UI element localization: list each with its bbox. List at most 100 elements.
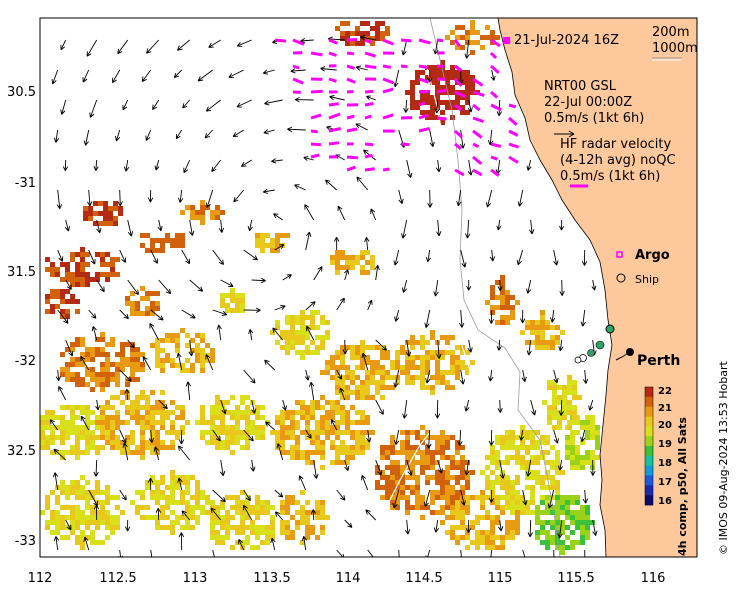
model-current-arrow bbox=[264, 359, 276, 371]
sst-pixel bbox=[450, 500, 455, 505]
sst-pixel bbox=[295, 520, 300, 525]
colorbar-frame bbox=[644, 386, 654, 506]
model-current-arrow bbox=[516, 249, 524, 266]
sst-pixel bbox=[567, 400, 572, 405]
sst-pixel bbox=[145, 306, 150, 311]
sst-pixel bbox=[310, 340, 315, 345]
sst-pixel bbox=[345, 385, 350, 390]
sst-pixel bbox=[160, 480, 165, 485]
sst-pixel bbox=[552, 415, 557, 420]
sst-pixel bbox=[210, 440, 215, 445]
sst-pixel bbox=[465, 510, 470, 515]
sst-pixel bbox=[525, 505, 530, 510]
sst-pixel bbox=[75, 430, 80, 435]
sst-pixel bbox=[315, 400, 320, 405]
sst-pixel bbox=[235, 510, 240, 515]
sst-pixel bbox=[475, 40, 480, 45]
sst-pixel bbox=[330, 400, 335, 405]
sst-pixel bbox=[520, 330, 525, 335]
sst-pixel bbox=[190, 515, 195, 520]
model-current-arrow bbox=[60, 39, 67, 51]
sst-pixel bbox=[320, 500, 325, 505]
sst-pixel bbox=[130, 301, 135, 306]
model-current-arrow bbox=[197, 69, 213, 82]
sst-pixel bbox=[375, 485, 380, 490]
sst-pixel bbox=[265, 505, 270, 510]
sst-pixel bbox=[275, 440, 280, 445]
sst-pixel bbox=[45, 410, 50, 415]
sst-pixel bbox=[455, 465, 460, 470]
sst-pixel bbox=[375, 365, 380, 370]
sst-pixel bbox=[525, 325, 530, 330]
sst-pixel bbox=[155, 450, 160, 455]
sst-pixel bbox=[380, 455, 385, 460]
model-current-arrow bbox=[270, 537, 276, 551]
sst-pixel bbox=[365, 420, 370, 425]
sst-pixel bbox=[345, 255, 350, 260]
sst-pixel bbox=[335, 455, 340, 460]
model-current-arrow bbox=[464, 219, 471, 239]
sst-pixel bbox=[275, 430, 280, 435]
sst-pixel bbox=[240, 445, 245, 450]
sst-pixel bbox=[155, 301, 160, 306]
sst-pixel bbox=[145, 505, 150, 510]
sst-pixel bbox=[80, 352, 85, 357]
sst-pixel bbox=[395, 475, 400, 480]
sst-pixel bbox=[35, 430, 40, 435]
sst-pixel bbox=[465, 70, 470, 75]
sst-pixel bbox=[175, 348, 180, 353]
sst-pixel bbox=[545, 460, 550, 465]
sst-pixel bbox=[245, 535, 250, 540]
sst-pixel bbox=[180, 490, 185, 495]
hf-radar-arrow bbox=[418, 126, 431, 133]
sst-pixel bbox=[405, 450, 410, 455]
sst-pixel bbox=[70, 405, 75, 410]
sst-pixel bbox=[60, 505, 65, 510]
sst-pixel bbox=[175, 338, 180, 343]
sst-pixel bbox=[365, 21, 370, 26]
sst-pixel bbox=[540, 495, 545, 500]
sst-pixel bbox=[225, 525, 230, 530]
sst-pixel bbox=[500, 315, 505, 320]
sst-pixel bbox=[550, 510, 555, 515]
sst-pixel bbox=[500, 445, 505, 450]
sst-pixel bbox=[440, 440, 445, 445]
sst-pixel bbox=[135, 450, 140, 455]
sst-pixel bbox=[445, 80, 450, 85]
sst-pixel bbox=[440, 75, 445, 80]
sst-pixel bbox=[95, 372, 100, 377]
sst-pixel bbox=[150, 495, 155, 500]
sst-pixel bbox=[160, 510, 165, 515]
sst-pixel bbox=[235, 435, 240, 440]
sst-pixel bbox=[490, 445, 495, 450]
sst-pixel bbox=[570, 495, 575, 500]
sst-pixel bbox=[315, 510, 320, 515]
sst-pixel bbox=[135, 490, 140, 495]
model-current-arrow bbox=[467, 99, 473, 113]
sst-pixel bbox=[470, 25, 475, 30]
sst-pixel bbox=[410, 490, 415, 495]
sst-pixel bbox=[135, 347, 140, 352]
sst-pixel bbox=[395, 355, 400, 360]
sst-pixel bbox=[70, 505, 75, 510]
sst-pixel bbox=[90, 410, 95, 415]
sst-pixel bbox=[565, 525, 570, 530]
sst-pixel bbox=[485, 35, 490, 40]
sst-pixel bbox=[570, 500, 575, 505]
sst-pixel bbox=[225, 495, 230, 500]
sst-pixel bbox=[60, 515, 65, 520]
sst-pixel bbox=[515, 435, 520, 440]
sst-pixel bbox=[495, 305, 500, 310]
sst-pixel bbox=[465, 525, 470, 530]
sst-pixel bbox=[160, 363, 165, 368]
sst-pixel bbox=[150, 415, 155, 420]
sst-pixel bbox=[370, 26, 375, 31]
model-current-arrow bbox=[88, 309, 97, 319]
sst-pixel bbox=[113, 221, 118, 226]
sst-pixel bbox=[340, 355, 345, 360]
model-current-arrow bbox=[464, 399, 470, 412]
sst-pixel bbox=[360, 440, 365, 445]
sst-pixel bbox=[70, 520, 75, 525]
sst-pixel bbox=[375, 390, 380, 395]
sst-pixel bbox=[125, 440, 130, 445]
